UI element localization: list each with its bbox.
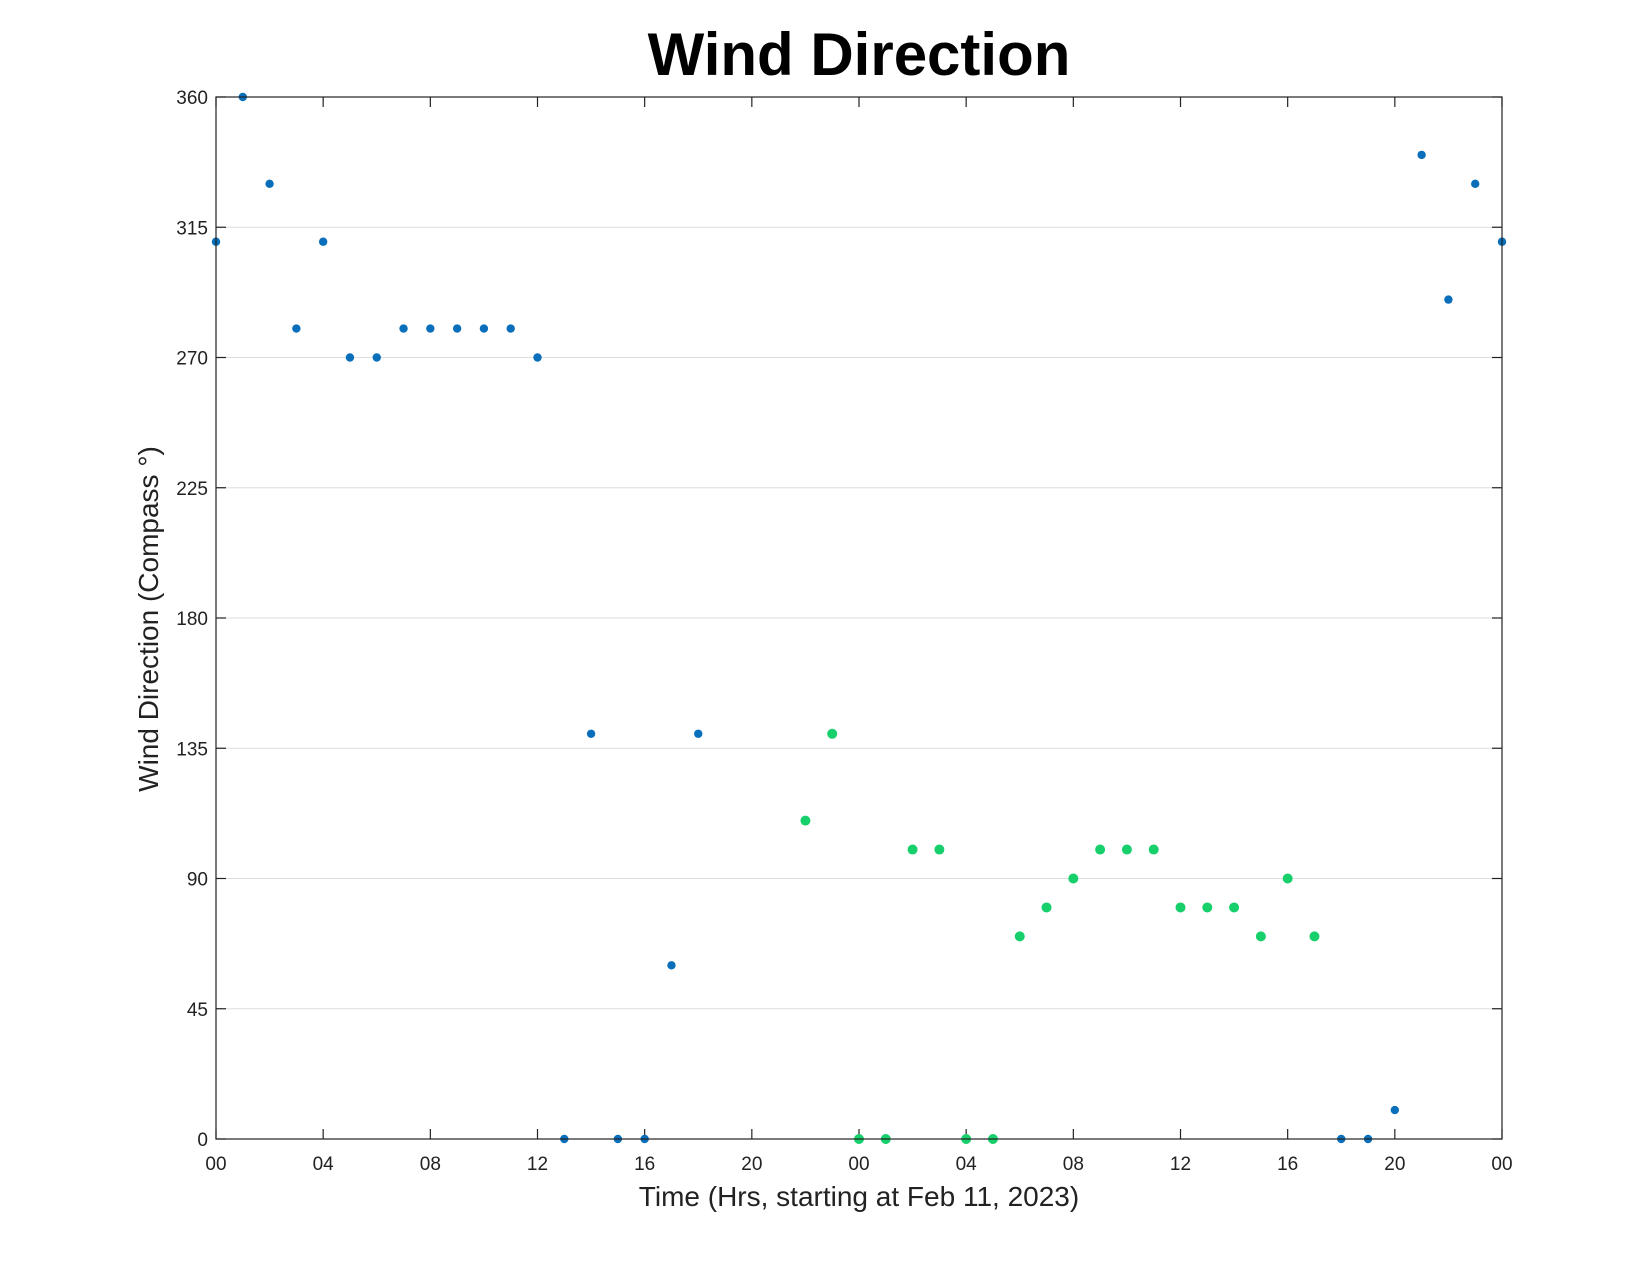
y-axis-tick-labels: 0 45 90 135 180 225 270 315 360 xyxy=(176,88,208,1151)
data-point xyxy=(372,353,381,362)
data-point xyxy=(1309,931,1320,942)
data-point xyxy=(1229,902,1240,913)
data-point xyxy=(292,324,301,333)
data-point xyxy=(1444,295,1453,304)
data-point xyxy=(1417,150,1426,160)
data-point xyxy=(506,324,515,333)
data-point xyxy=(667,961,676,970)
x-tick-label: 00 xyxy=(848,1154,869,1175)
y-tick-label: 0 xyxy=(197,1130,208,1151)
y-tick-label: 135 xyxy=(176,739,208,760)
data-point xyxy=(800,815,811,826)
y-tick-label: 315 xyxy=(176,218,208,239)
data-point xyxy=(318,237,328,246)
x-tick-label: 16 xyxy=(1277,1154,1298,1175)
chart-title: Wind Direction xyxy=(648,21,1071,88)
data-point xyxy=(1014,931,1025,942)
x-tick-label: 12 xyxy=(527,1154,548,1175)
data-point xyxy=(399,324,408,333)
data-point xyxy=(1148,844,1159,855)
y-tick-label: 360 xyxy=(176,88,208,109)
data-point xyxy=(1202,902,1213,913)
data-point xyxy=(479,324,489,333)
y-tick-label: 180 xyxy=(176,609,208,630)
y-tick-label: 270 xyxy=(176,349,208,370)
data-point xyxy=(1121,844,1132,855)
x-tick-label: 04 xyxy=(956,1154,978,1175)
x-tick-label: 00 xyxy=(205,1154,226,1175)
data-point xyxy=(533,353,542,362)
data-point xyxy=(345,353,355,362)
data-point xyxy=(265,179,274,189)
data-point xyxy=(1095,844,1106,855)
x-tick-label: 20 xyxy=(1384,1154,1405,1175)
y-tick-label: 225 xyxy=(176,479,208,500)
data-point xyxy=(452,324,462,333)
data-point xyxy=(934,844,945,855)
axis-ticks xyxy=(215,96,1503,1140)
data-point xyxy=(586,729,596,738)
x-axis-label: Time (Hrs, starting at Feb 11, 2023) xyxy=(639,1181,1079,1212)
data-point xyxy=(1255,931,1266,942)
data-point xyxy=(1390,1105,1400,1115)
data-point xyxy=(1068,873,1079,884)
x-tick-label: 12 xyxy=(1170,1154,1191,1175)
data-point xyxy=(694,729,703,738)
data-point xyxy=(426,324,435,333)
data-point xyxy=(1282,873,1293,884)
x-tick-label: 16 xyxy=(634,1154,655,1175)
y-axis-label: Wind Direction (Compass °) xyxy=(133,446,164,792)
plot-area-frame xyxy=(215,96,1503,1140)
y-tick-label: 90 xyxy=(187,870,208,891)
data-point xyxy=(1041,902,1052,913)
data-point xyxy=(827,728,838,739)
y-tick-label: 45 xyxy=(187,1000,208,1021)
x-tick-label: 04 xyxy=(313,1154,335,1175)
x-tick-label: 08 xyxy=(420,1154,441,1175)
x-tick-label: 20 xyxy=(741,1154,762,1175)
x-tick-label: 00 xyxy=(1491,1154,1512,1175)
data-point xyxy=(1471,179,1480,189)
data-point xyxy=(907,844,918,855)
x-tick-label: 08 xyxy=(1063,1154,1084,1175)
data-point xyxy=(1175,902,1186,913)
x-axis-tick-labels: 00 04 08 12 16 20 00 04 08 12 16 20 00 xyxy=(205,1154,1512,1175)
